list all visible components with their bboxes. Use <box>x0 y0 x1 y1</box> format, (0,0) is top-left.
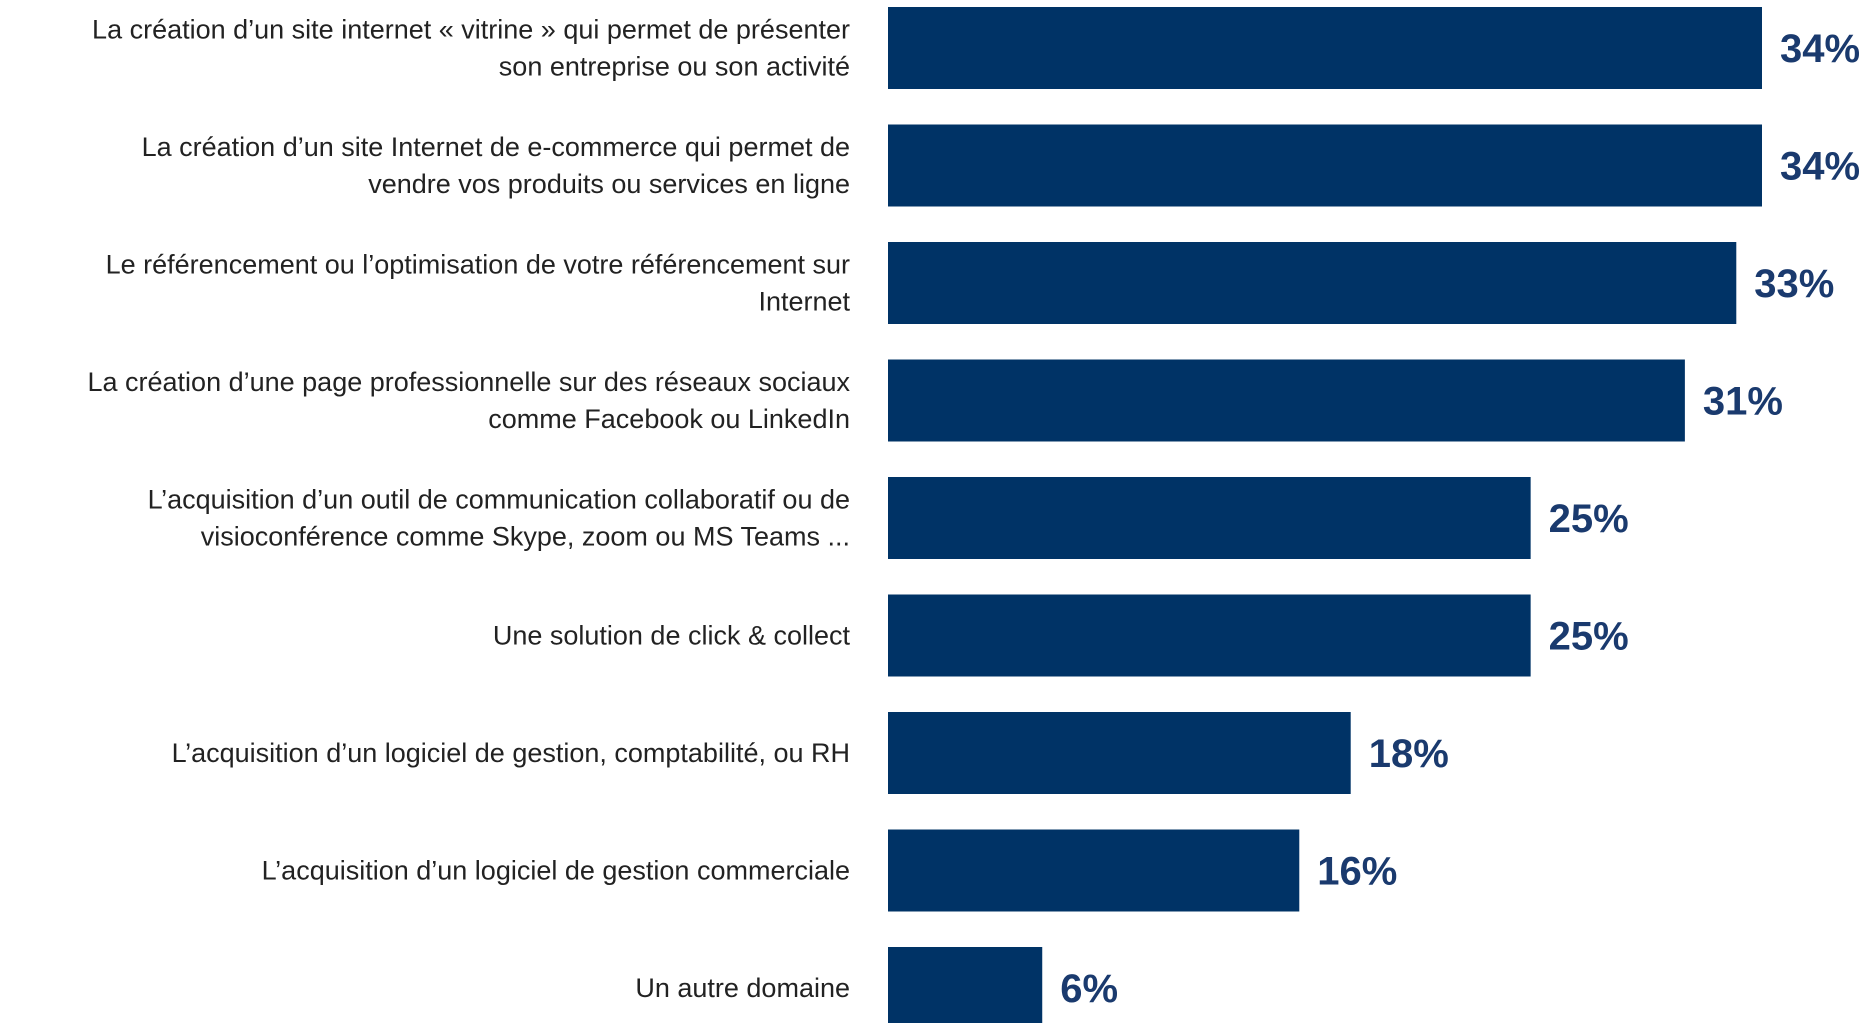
value-label-8: 16% <box>1317 850 1397 894</box>
category-label-line: Internet <box>758 287 850 317</box>
category-label-line: La création d’un site Internet de e-comm… <box>142 132 850 162</box>
value-labels: 34% 34% 33% 31% 25% 25% 18% 16% 6% <box>1060 27 1860 1011</box>
category-label-8: L’acquisition d’un logiciel de gestion c… <box>262 856 850 886</box>
category-label-line: comme Facebook ou LinkedIn <box>488 404 850 434</box>
bar-9 <box>888 947 1043 1023</box>
bar-5 <box>888 477 1531 559</box>
category-label-line: Un autre domaine <box>635 973 850 1003</box>
value-label-7: 18% <box>1369 732 1449 776</box>
category-label-2: La création d’un site Internet de e-comm… <box>142 132 850 199</box>
category-labels: La création d’un site internet « vitrine… <box>88 15 851 1004</box>
category-label-3: Le référencement ou l’optimisation de vo… <box>106 250 851 317</box>
category-label-line: visioconférence comme Skype, zoom ou MS … <box>201 522 850 552</box>
value-label-4: 31% <box>1703 380 1783 424</box>
value-label-5: 25% <box>1549 497 1629 541</box>
value-label-1: 34% <box>1780 27 1860 71</box>
value-label-9: 6% <box>1060 967 1118 1011</box>
bar-4 <box>888 359 1685 442</box>
category-label-line: L’acquisition d’un logiciel de gestion c… <box>262 856 850 886</box>
category-label-line: Une solution de click & collect <box>493 621 851 651</box>
category-label-6: Une solution de click & collect <box>493 621 851 651</box>
category-label-line: L’acquisition d’un outil de communicatio… <box>148 485 850 515</box>
bar-2 <box>888 124 1762 207</box>
category-label-5: L’acquisition d’un outil de communicatio… <box>148 485 850 552</box>
category-label-line: son entreprise ou son activité <box>499 52 850 82</box>
bar-8 <box>888 829 1300 912</box>
category-label-9: Un autre domaine <box>635 973 850 1003</box>
category-label-1: La création d’un site internet « vitrine… <box>92 15 850 82</box>
value-label-3: 33% <box>1754 262 1834 306</box>
bar-6 <box>888 594 1531 677</box>
category-label-line: La création d’un site internet « vitrine… <box>92 15 850 45</box>
category-label-4: La création d’une page professionnelle s… <box>88 367 851 434</box>
category-label-line: vendre vos produits ou services en ligne <box>368 169 850 199</box>
value-label-6: 25% <box>1549 615 1629 659</box>
bar-3 <box>888 242 1737 324</box>
bars-layer <box>888 7 1762 1023</box>
bar-1 <box>888 7 1762 89</box>
category-label-line: La création d’une page professionnelle s… <box>88 367 851 397</box>
category-label-line: L’acquisition d’un logiciel de gestion, … <box>172 738 850 768</box>
category-label-7: L’acquisition d’un logiciel de gestion, … <box>172 738 850 768</box>
category-label-line: Le référencement ou l’optimisation de vo… <box>106 250 850 280</box>
bar-7 <box>888 712 1351 794</box>
value-label-2: 34% <box>1780 145 1860 189</box>
